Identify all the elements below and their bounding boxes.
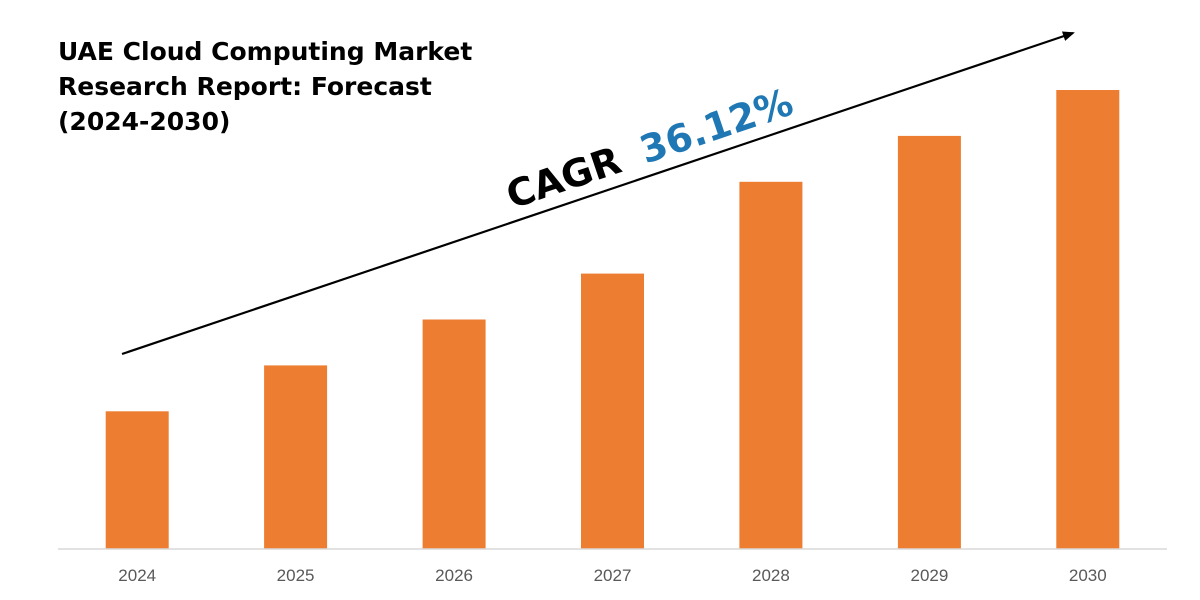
bar-2027 (581, 273, 644, 549)
x-tick-label-2024: 2024 (118, 566, 156, 585)
bar-2025 (264, 365, 328, 549)
bar-2030 (1056, 90, 1120, 549)
x-tick-label-2028: 2028 (752, 566, 790, 585)
x-tick-label-2027: 2027 (594, 566, 632, 585)
x-tick-label-2026: 2026 (435, 566, 473, 585)
x-tick-labels: 2024 2025 2026 2027 2028 2029 2030 (118, 566, 1106, 585)
x-tick-label-2030: 2030 (1069, 566, 1107, 585)
x-tick-label-2025: 2025 (277, 566, 315, 585)
bars-group (105, 90, 1120, 550)
x-tick-label-2029: 2029 (910, 566, 948, 585)
bar-2026 (422, 319, 486, 549)
bar-2028 (739, 181, 803, 550)
bar-2029 (897, 135, 961, 549)
cagr-value: 36.12% (634, 80, 798, 172)
bar-2024 (105, 411, 169, 549)
trend-arrow (121, 31, 1075, 356)
chart-title: UAE Cloud Computing Market Research Repo… (58, 37, 473, 136)
